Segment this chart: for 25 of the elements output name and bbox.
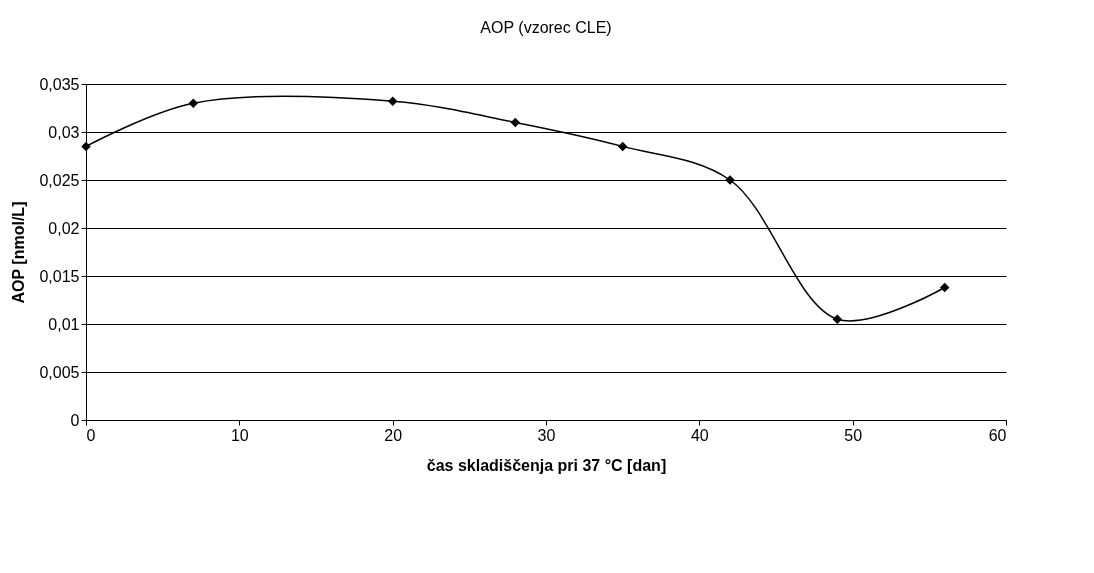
y-tick-label: 0,005 [39, 363, 80, 381]
x-tick-label: 60 [988, 426, 1007, 444]
y-axis-title: AOP [nmol/L] [10, 201, 28, 304]
point [81, 141, 91, 152]
point [939, 282, 950, 293]
point [510, 117, 521, 128]
y-tick-label: 0,01 [48, 315, 80, 333]
x-tick-label: 40 [690, 426, 709, 444]
x-axis-title: čas skladiščenja pri 37 °C [dan] [426, 456, 667, 474]
x-tick-label: 50 [844, 426, 863, 444]
y-tick-label: 0,03 [48, 123, 80, 141]
y-tick-label: 0,02 [48, 219, 80, 237]
point [832, 314, 843, 324]
point [188, 98, 199, 108]
point [617, 141, 628, 152]
x-tick-label: 20 [384, 426, 403, 444]
x-tick-label: 0 [86, 426, 96, 444]
y-tick-label: 0,015 [39, 267, 80, 285]
chart-title: AOP (vzorec CLE) [480, 19, 612, 36]
y-tick-label: 0 [70, 411, 80, 429]
point [387, 96, 398, 107]
x-tick-label: 10 [230, 426, 249, 444]
y-tick-label: 0,035 [39, 75, 80, 93]
y-tick-label: 0,025 [39, 171, 80, 189]
x-tick-label: 30 [537, 426, 556, 444]
